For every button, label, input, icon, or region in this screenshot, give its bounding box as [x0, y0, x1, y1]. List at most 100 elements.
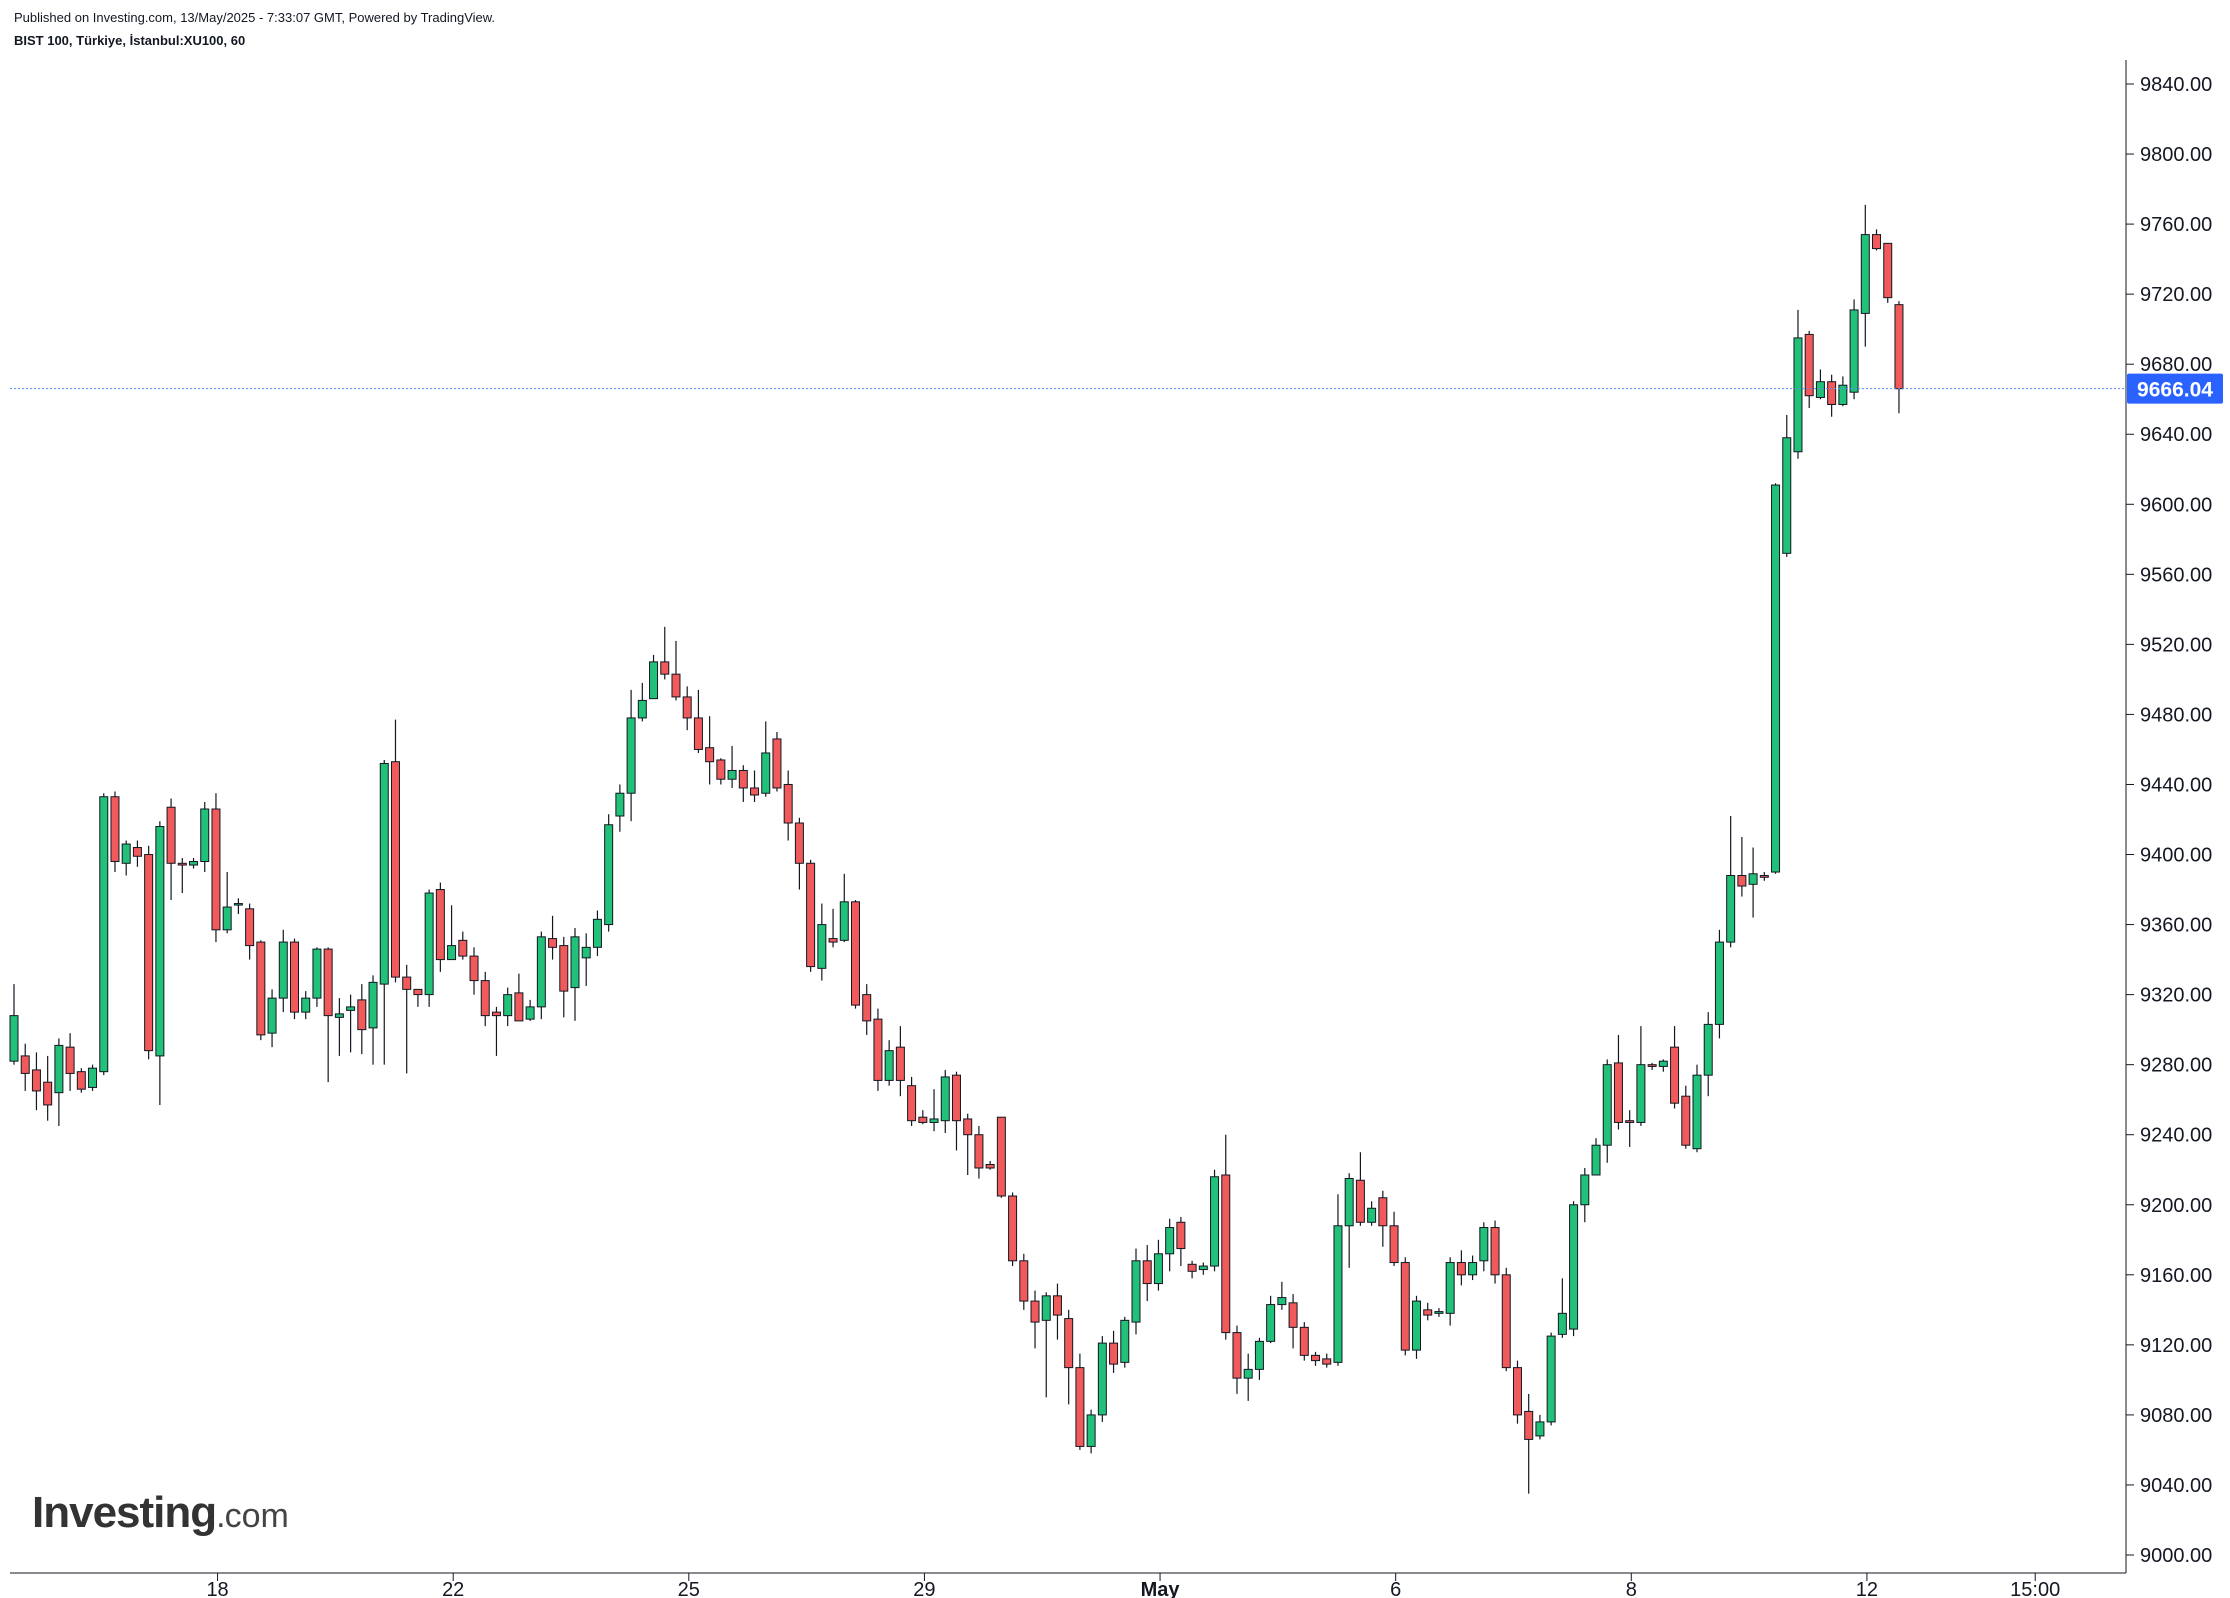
candle-body-up: [940, 1076, 950, 1122]
candle-body-up: [761, 752, 771, 794]
price-tick-label: 9120.00: [2140, 1335, 2212, 1357]
candle-body-up: [1344, 1177, 1354, 1227]
candle-body-down: [1311, 1354, 1321, 1362]
candle-body-up: [592, 918, 602, 948]
candle-body-up: [1120, 1319, 1130, 1363]
candle-body-up: [884, 1050, 894, 1081]
candle-body-up: [1333, 1225, 1343, 1363]
candle-body-down: [1052, 1295, 1062, 1316]
price-tick-label: 9800.00: [2140, 144, 2212, 166]
candle-body-down: [1872, 234, 1882, 250]
candle-body-down: [76, 1071, 86, 1090]
candle-body-down: [1187, 1263, 1197, 1272]
candle-body-down: [974, 1134, 984, 1169]
candle-body-up: [379, 762, 389, 985]
price-tick-label: 9160.00: [2140, 1265, 2212, 1287]
candle-body-up: [1412, 1300, 1421, 1351]
logo-dot: .: [216, 1497, 226, 1535]
time-tick-label: May: [1141, 1579, 1181, 1598]
price-tick-label: 9760.00: [2140, 214, 2212, 236]
candle-body-down: [245, 908, 255, 947]
candle-body-up: [1165, 1227, 1175, 1255]
candle-body-down: [402, 976, 412, 990]
candle-body-down: [132, 847, 142, 857]
candle-body-down: [1613, 1062, 1623, 1123]
price-tick-label: 9400.00: [2140, 845, 2212, 867]
candle-body-up: [1580, 1174, 1590, 1206]
time-tick-label: 29: [913, 1579, 935, 1598]
candle-body-down: [951, 1074, 961, 1122]
logo-brand: Investing: [32, 1488, 217, 1537]
candle-body-down: [1400, 1262, 1410, 1351]
price-tick-label: 9560.00: [2140, 564, 2212, 586]
price-tick-label: 9600.00: [2140, 494, 2212, 516]
candle-body-down: [1512, 1367, 1522, 1416]
candle-body-down: [1378, 1197, 1388, 1227]
candle-body-down: [211, 808, 221, 931]
candle-body-down: [1075, 1367, 1085, 1447]
candle-body-up: [637, 699, 647, 719]
candle-body-up: [1198, 1265, 1208, 1271]
candle-body-up: [155, 826, 165, 1057]
candle-body-up: [99, 796, 109, 1073]
candle-body-down: [1355, 1179, 1365, 1223]
candle-body-up: [1793, 337, 1803, 453]
candle-body-up: [301, 997, 311, 1013]
candle-body-down: [1389, 1225, 1399, 1264]
candle-body-up: [1546, 1335, 1556, 1423]
candle-body-up: [1479, 1227, 1489, 1262]
candle-body-up: [1254, 1340, 1264, 1370]
candle-body-down: [390, 761, 400, 978]
candle-body-up: [1748, 873, 1758, 885]
candle-body-up: [1131, 1260, 1141, 1323]
candle-body-down: [1019, 1260, 1029, 1302]
candle-body-up: [200, 808, 210, 863]
price-tick-label: 9440.00: [2140, 774, 2212, 796]
candle-body-down: [357, 999, 367, 1031]
time-tick-label: 8: [1626, 1579, 1637, 1598]
candle-body-up: [233, 903, 243, 906]
candle-body-down: [693, 717, 703, 750]
price-tick-label: 9680.00: [2140, 354, 2212, 376]
candle-body-down: [828, 938, 838, 943]
candle-body-down: [514, 992, 524, 1022]
candle-body-down: [491, 1011, 501, 1017]
candle-body-down: [548, 938, 558, 948]
candle-body-down: [413, 988, 423, 996]
candle-body-down: [1647, 1064, 1657, 1067]
price-tick-label: 9080.00: [2140, 1405, 2212, 1427]
candle-body-up: [1445, 1262, 1455, 1314]
time-tick-label: 15:00: [2010, 1579, 2060, 1598]
candle-body-down: [1456, 1262, 1466, 1276]
candle-body-down: [65, 1046, 75, 1074]
candle-body-down: [323, 948, 333, 1017]
candle-body-up: [1041, 1295, 1051, 1321]
candle-body-down: [1176, 1221, 1186, 1250]
candle-body-down: [1681, 1095, 1691, 1146]
candle-body-down: [1804, 333, 1814, 397]
candle-body-down: [985, 1163, 995, 1169]
candle-body-down: [1030, 1300, 1040, 1323]
logo-domain: com: [224, 1497, 289, 1535]
candle-body-down: [290, 941, 299, 1013]
candle-body-down: [660, 661, 670, 675]
candle-body-down: [43, 1081, 53, 1106]
price-tick-label: 9000.00: [2140, 1545, 2212, 1567]
candle-body-down: [1827, 381, 1837, 405]
candle-body-up: [1434, 1311, 1444, 1314]
candle-body-up: [525, 1006, 535, 1020]
price-tick-label: 9520.00: [2140, 634, 2212, 656]
candle-body-up: [447, 945, 457, 961]
candle-body-down: [682, 696, 692, 719]
candle-body-down: [1221, 1174, 1231, 1334]
candle-body-up: [581, 946, 591, 959]
candle-body-down: [918, 1116, 928, 1123]
candle-body-down: [256, 941, 266, 1036]
price-tick-label: 9480.00: [2140, 704, 2212, 726]
time-tick-label: 18: [206, 1579, 228, 1598]
candle-body-down: [177, 862, 187, 866]
price-tick-label: 9040.00: [2140, 1475, 2212, 1497]
candle-body-down: [1142, 1260, 1152, 1285]
candle-body-up: [1771, 484, 1781, 873]
